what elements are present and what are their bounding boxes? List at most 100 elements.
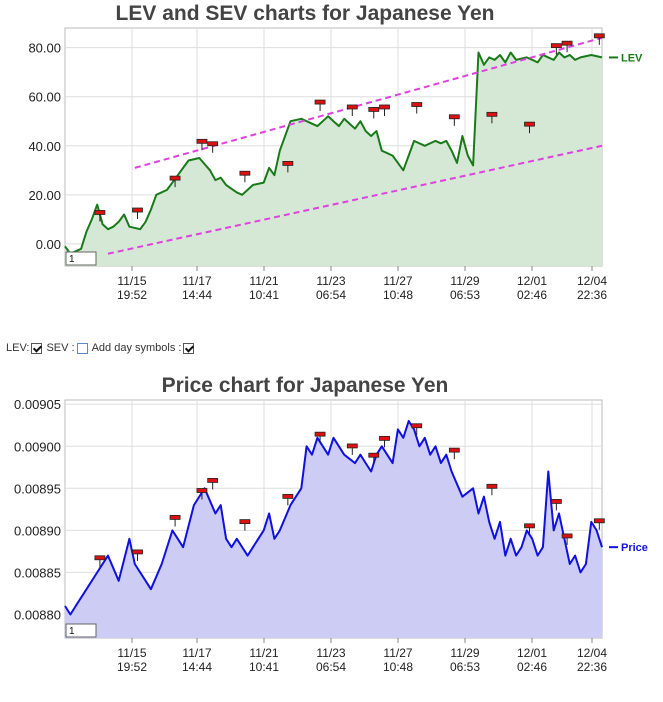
x-tick-time: 10:48 — [383, 660, 413, 674]
day-marker-flag — [282, 493, 294, 499]
x-tick-date: 11/21 — [249, 274, 278, 288]
y-tick-label: 0.00885 — [14, 565, 61, 580]
x-tick-time: 14:44 — [182, 660, 212, 674]
day-symbols-checkbox[interactable] — [183, 342, 195, 354]
series-area — [65, 52, 602, 266]
day-marker — [550, 499, 562, 511]
x-tick-date: 11/17 — [182, 274, 211, 288]
series-line — [64, 420, 603, 616]
x-tick-date: 12/01 — [517, 274, 547, 288]
legend-label: LEV — [621, 52, 643, 64]
day-marker-flag — [346, 104, 358, 110]
day-marker-flag — [132, 549, 143, 555]
day-marker — [550, 43, 562, 55]
x-tick-time: 02:46 — [517, 660, 547, 674]
day-marker-flag — [282, 161, 294, 166]
day-marker — [196, 488, 208, 500]
sev-label: SEV : — [46, 342, 75, 354]
day-marker — [207, 478, 219, 490]
day-marker-flag — [379, 435, 390, 441]
day-marker-flag — [314, 99, 326, 105]
day-marker — [169, 175, 181, 188]
sev-checkbox[interactable] — [76, 342, 88, 354]
y-tick-label: 40.00 — [28, 139, 61, 154]
price-chart: Price chart for Japanese Yen 0.00880 0.008… — [14, 374, 648, 674]
day-marker-flag — [379, 104, 390, 110]
day-marker — [411, 102, 423, 114]
day-marker-flag — [593, 518, 605, 524]
day-marker-flag — [561, 533, 573, 539]
day-marker — [379, 104, 390, 116]
y-tick-label: 0.00890 — [14, 523, 61, 538]
day-marker — [448, 447, 460, 460]
day-marker-flag — [561, 40, 573, 46]
x-tick-time: 22:36 — [577, 660, 607, 674]
day-marker — [207, 141, 219, 153]
x-tick-date: 11/29 — [450, 646, 479, 660]
x-tick-time: 22:36 — [577, 288, 607, 302]
lev-sev-chart: LEV and SEV charts for Japanese Yen 0.00 2… — [28, 2, 643, 302]
day-marker — [346, 443, 358, 455]
day-marker — [346, 104, 358, 116]
x-tick-time: 10:41 — [249, 660, 279, 674]
day-marker — [411, 423, 423, 435]
day-marker — [314, 431, 326, 444]
day-marker-flag — [368, 107, 380, 112]
series-line — [64, 51, 603, 255]
day-marker-flag — [448, 114, 460, 120]
day-marker-flag — [196, 138, 208, 144]
x-tick-date: 11/21 — [249, 646, 278, 660]
day-marker — [132, 207, 143, 220]
day-marker — [169, 515, 181, 527]
day-marker — [379, 435, 390, 448]
day-marker-flag — [239, 170, 251, 176]
day-marker-flag — [207, 141, 219, 147]
range-input-value: 1 — [69, 254, 75, 265]
x-tick-date: 12/01 — [517, 646, 547, 660]
day-marker — [448, 114, 460, 126]
day-marker-flag — [239, 519, 251, 525]
day-marker — [94, 210, 106, 222]
day-marker — [282, 161, 294, 173]
day-marker-flag — [524, 523, 535, 529]
y-tick-label: 20.00 — [28, 188, 61, 203]
day-marker — [368, 107, 380, 119]
day-marker — [486, 483, 498, 496]
y-tick-label: 0.00905 — [14, 397, 61, 412]
day-marker-flag — [132, 207, 143, 213]
day-marker-flag — [169, 515, 181, 520]
day-marker-flag — [411, 423, 423, 429]
x-tick-time: 10:41 — [249, 288, 279, 302]
range-input — [65, 251, 97, 266]
series-area — [65, 421, 602, 638]
day-marker-flag — [524, 121, 535, 127]
x-tick-time: 19:52 — [117, 288, 147, 302]
x-tick-time: 06:54 — [316, 288, 346, 302]
x-tick-date: 11/23 — [316, 646, 345, 660]
day-marker — [561, 533, 573, 545]
x-tick-date: 11/23 — [316, 274, 345, 288]
lev-label: LEV: — [6, 342, 30, 354]
day-marker-flag — [346, 443, 358, 449]
day-marker — [132, 549, 143, 561]
x-tick-date: 11/27 — [383, 274, 412, 288]
day-marker-flag — [486, 111, 498, 117]
trend-line-lower — [107, 144, 603, 255]
day-marker — [196, 138, 208, 151]
chart-title: LEV and SEV charts for Japanese Yen — [116, 2, 495, 25]
x-tick-time: 14:44 — [182, 288, 212, 302]
day-marker — [239, 170, 251, 183]
x-tick-date: 11/27 — [383, 646, 412, 660]
y-tick-label: 0.00895 — [14, 481, 61, 496]
day-marker-flag — [486, 483, 498, 489]
day-marker — [314, 99, 326, 112]
x-tick-time: 02:46 — [517, 288, 547, 302]
day-symbols-label: Add day symbols : — [91, 342, 182, 354]
day-marker — [239, 519, 251, 531]
legend-label: Price — [621, 542, 648, 554]
day-marker-flag — [411, 102, 423, 107]
chart-title: Price chart for Japanese Yen — [162, 374, 449, 397]
lev-checkbox[interactable] — [31, 342, 43, 354]
day-marker — [524, 121, 535, 134]
day-marker-flag — [169, 175, 181, 181]
